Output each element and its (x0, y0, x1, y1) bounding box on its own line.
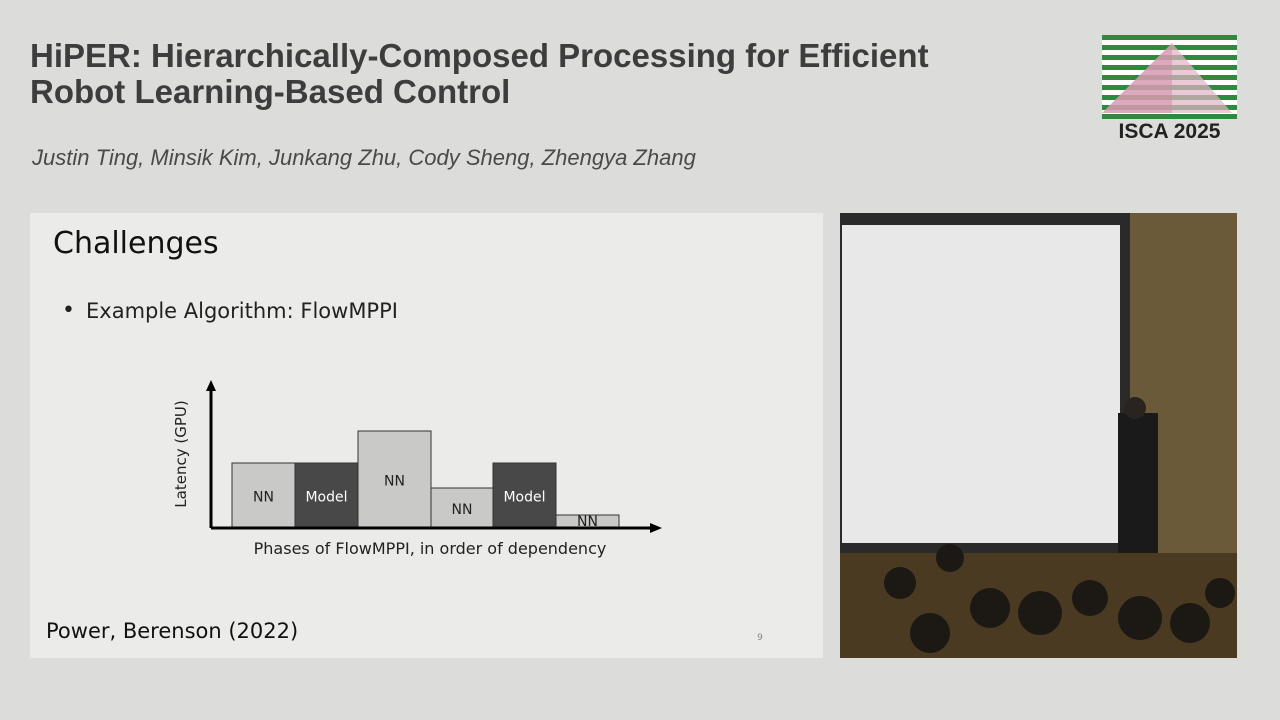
title-line: Robot Learning-Based Control (30, 73, 511, 110)
phase-block (430, 487, 494, 529)
audience-heads (884, 544, 1235, 653)
speaker (1118, 413, 1158, 573)
arrow (206, 380, 216, 391)
arrow (650, 523, 662, 533)
phase-label: NN (452, 502, 473, 518)
phase-block (492, 462, 557, 529)
bullet: Example Algorithm: FlowMPPI (86, 299, 398, 323)
speaker-head (1124, 397, 1146, 419)
screen (842, 225, 1120, 543)
talk-title: HiPER: Hierarchically-Composed Processin… (30, 38, 929, 110)
phase-label: NN (253, 490, 274, 506)
logo (1102, 35, 1237, 119)
phase-label: NN (384, 474, 405, 490)
logo-triangle (1102, 43, 1172, 113)
phase-label: Model (503, 490, 545, 506)
diagram: NN Model NN NN Model NN (231, 430, 620, 530)
speaker-photo (840, 213, 1237, 658)
phase-block (357, 430, 432, 529)
phase-block (231, 462, 296, 529)
phase-label: NN (577, 514, 598, 530)
authors: Justin Ting, Minsik Kim, Junkang Zhu, Co… (32, 145, 696, 170)
logo-text: ISCA 2025 (1118, 120, 1221, 143)
page-number: 9 (757, 633, 763, 643)
title-line: HiPER: Hierarchically-Composed Processin… (30, 37, 929, 74)
bullet-dot: • (62, 298, 75, 323)
citation: Power, Berenson (2022) (46, 619, 298, 643)
slide: Challenges • Example Algorithm: FlowMPPI… (30, 213, 823, 658)
phase-label: Model (305, 490, 347, 506)
slide-title: Challenges (53, 226, 219, 261)
logo-triangle (1172, 43, 1232, 113)
y-axis-label: Latency (GPU) (172, 400, 190, 507)
x-axis-label: Phases of FlowMPPI, in order of dependen… (254, 539, 607, 558)
